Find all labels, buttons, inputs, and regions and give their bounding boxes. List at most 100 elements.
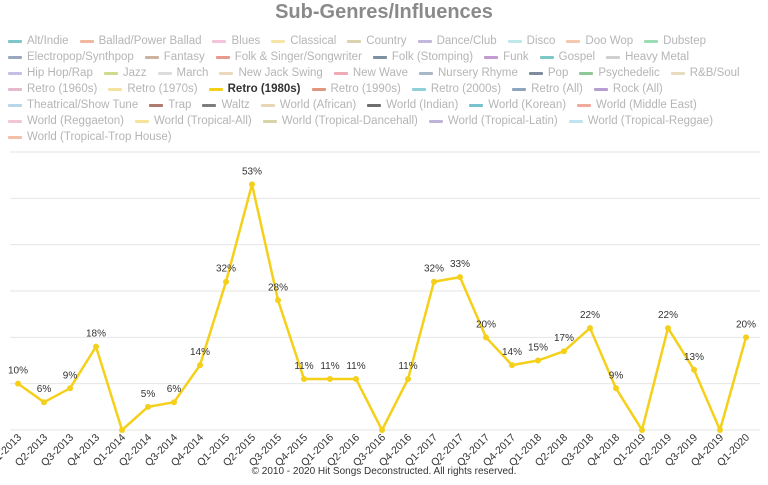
point — [119, 427, 125, 433]
legend-item[interactable]: Alt/Indie — [8, 34, 69, 48]
legend-item[interactable]: Folk & Singer/Songwriter — [215, 50, 362, 64]
legend-item[interactable]: Funk — [484, 50, 529, 64]
legend-item[interactable]: Retro (1990s) — [311, 82, 401, 96]
legend-item[interactable]: Jazz — [103, 66, 147, 80]
legend-item[interactable]: World (Middle East) — [577, 98, 697, 112]
legend-item[interactable]: Gospel — [539, 50, 596, 64]
legend-item[interactable]: Dance/Club — [417, 34, 497, 48]
legend-item[interactable]: Trap — [149, 98, 191, 112]
legend-label: Nursery Rhyme — [438, 67, 518, 79]
legend-item[interactable]: Nursery Rhyme — [419, 66, 518, 80]
legend-item[interactable]: Hip Hop/Rap — [8, 66, 93, 80]
point — [93, 343, 99, 350]
legend-label: March — [176, 67, 209, 79]
legend-swatch — [8, 119, 22, 123]
point — [15, 380, 21, 387]
point — [535, 357, 541, 364]
legend-swatch — [469, 103, 484, 107]
legend-item[interactable]: World (Tropical-Latin) — [428, 114, 558, 128]
point — [353, 376, 359, 383]
legend-swatch — [8, 87, 22, 91]
legend-swatch — [419, 71, 433, 75]
data-label: 9% — [63, 370, 78, 381]
point — [717, 427, 723, 433]
legend-item[interactable]: Retro (2000s) — [411, 82, 501, 96]
legend-item[interactable]: World (Tropical-Trop House) — [8, 130, 172, 144]
data-label: 6% — [167, 384, 182, 395]
legend-swatch — [670, 71, 685, 75]
legend-item[interactable]: Ballad/Power Ballad — [79, 34, 201, 48]
chart-title: Sub-Genres/Influences — [275, 1, 493, 23]
legend-item[interactable]: Retro (1980s) — [208, 82, 301, 96]
point — [457, 274, 463, 281]
legend-swatch — [8, 103, 22, 107]
legend-item[interactable]: World (Tropical-Dancehall) — [262, 114, 418, 128]
legend-label: Folk & Singer/Songwriter — [234, 51, 362, 63]
legend-label: Retro (1990s) — [330, 83, 401, 95]
data-label: 33% — [450, 259, 470, 270]
legend-item[interactable]: Waltz — [202, 98, 250, 112]
legend-swatch — [539, 55, 554, 59]
legend-item[interactable]: World (Korean) — [469, 98, 566, 112]
footer: © 2010 - 2020 Hit Songs Deconstructed. A… — [251, 466, 517, 477]
legend-label: World (Reggaeton) — [27, 115, 124, 127]
legend-item[interactable]: Psychedelic — [579, 66, 660, 80]
data-label: 6% — [37, 384, 52, 395]
legend-item[interactable]: Blues — [212, 34, 260, 48]
point — [639, 427, 645, 433]
legend-label: Hip Hop/Rap — [27, 67, 93, 79]
legend-label: Theatrical/Show Tune — [27, 99, 139, 111]
point — [41, 399, 47, 406]
legend-item[interactable]: World (African) — [260, 98, 356, 112]
legend-label: New Wave — [352, 67, 408, 79]
legend-item[interactable]: Fantasy — [144, 50, 205, 64]
legend-item[interactable]: Country — [347, 34, 407, 48]
legend-item[interactable]: New Jack Swing — [219, 66, 323, 80]
legend-item[interactable]: Electropop/Synthpop — [8, 50, 134, 64]
legend-label: Dance/Club — [436, 35, 497, 47]
legend-swatch — [606, 55, 621, 59]
legend-label: Retro (1960s) — [27, 83, 98, 95]
point — [327, 376, 333, 383]
legend-item[interactable]: Retro (1960s) — [8, 82, 97, 96]
legend-item[interactable]: March — [157, 66, 209, 80]
data-label: 11% — [398, 361, 417, 372]
legend-label: World (Korean) — [488, 99, 567, 111]
data-label: 53% — [242, 166, 262, 177]
legend-label: Classical — [290, 35, 337, 47]
legend-swatch — [512, 87, 527, 91]
legend-swatch — [644, 39, 659, 43]
legend-item[interactable]: Folk (Stomping) — [372, 50, 474, 64]
legend-label: Folk (Stomping) — [391, 51, 474, 63]
legend-item[interactable]: Retro (All) — [512, 82, 583, 96]
legend-item[interactable]: Disco — [507, 34, 555, 48]
legend-item[interactable]: World (Tropical-All) — [134, 114, 252, 128]
legend-swatch — [215, 55, 230, 59]
point — [379, 427, 385, 433]
point — [743, 334, 749, 341]
legend-item[interactable]: Theatrical/Show Tune — [8, 98, 138, 112]
legend-item[interactable]: Pop — [528, 66, 568, 80]
data-label: 28% — [268, 282, 288, 293]
legend-item[interactable]: New Wave — [333, 66, 408, 80]
legend-item[interactable]: World (Tropical-Reggae) — [568, 114, 713, 128]
data-label: 22% — [658, 310, 678, 321]
legend-item[interactable]: Rock (All) — [593, 82, 663, 96]
point — [171, 399, 177, 406]
legend-item[interactable]: Retro (1970s) — [108, 82, 198, 96]
legend-swatch — [372, 55, 387, 59]
legend-item[interactable]: Heavy Metal — [606, 50, 689, 64]
legend-swatch — [157, 71, 172, 75]
legend-item[interactable]: Doo Wop — [566, 34, 633, 48]
legend-swatch — [484, 55, 499, 59]
legend-item[interactable]: R&B/Soul — [670, 66, 740, 80]
legend-label: Waltz — [221, 99, 250, 111]
legend-swatch — [8, 71, 22, 75]
legend-item[interactable]: World (Indian) — [367, 98, 458, 112]
legend-item[interactable]: Dubstep — [644, 34, 706, 48]
legend-label: Gospel — [558, 51, 596, 63]
legend-item[interactable]: World (Reggaeton) — [8, 114, 124, 128]
legend-item[interactable]: Classical — [271, 34, 336, 48]
legend-swatch — [8, 55, 22, 59]
legend-swatch — [202, 103, 217, 107]
